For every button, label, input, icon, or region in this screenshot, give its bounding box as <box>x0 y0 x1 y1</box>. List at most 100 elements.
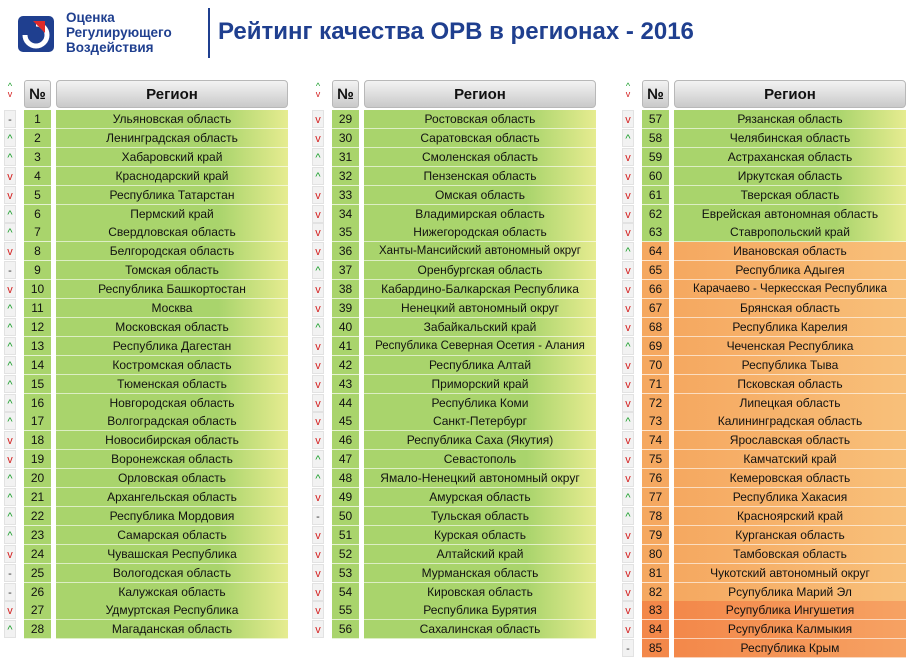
table-row: v 29 Ростовская область <box>312 110 596 129</box>
table-row: v 66 Карачаево - Черкесская Республика <box>622 280 906 300</box>
rank-number: 66 <box>642 280 669 300</box>
logo-text: Оценка Регулирующего Воздействия <box>66 10 172 55</box>
region-name: Ханты-Мансийский автономный округ <box>364 242 596 262</box>
table-row: v 44 Республика Коми <box>312 393 596 413</box>
table-row: ^ 21 Архангельская область <box>4 488 288 507</box>
rank-number: 26 <box>24 582 51 602</box>
rank-up-icon: ^ <box>312 317 324 336</box>
rank-number: 81 <box>642 563 669 583</box>
rank-up-icon: ^ <box>622 242 634 261</box>
rank-down-icon: v <box>312 374 324 393</box>
rank-down-icon: v <box>312 128 324 147</box>
rank-down-icon: v <box>622 450 634 469</box>
rank-down-icon: v <box>622 185 634 204</box>
region-name: Ростовская область <box>364 110 596 129</box>
table-row: v 49 Амурская область <box>312 488 596 507</box>
region-name: Приморский край <box>364 374 596 394</box>
region-name: Астраханская область <box>674 147 906 167</box>
rank-down-icon: v <box>312 563 324 582</box>
region-name: Республика Башкортостан <box>56 280 288 300</box>
rank-number: 27 <box>24 601 51 621</box>
table-row: v 30 Саратовская область <box>312 128 596 148</box>
region-name: Еврейская автономная область <box>674 204 906 224</box>
table-row: ^ 64 Ивановская область <box>622 242 906 262</box>
region-name: Новосибирская область <box>56 431 288 451</box>
rank-down-icon: v <box>312 336 324 355</box>
region-name: Чувашская Республика <box>56 544 288 564</box>
rank-number: 9 <box>24 261 51 281</box>
rank-number: 43 <box>332 374 359 394</box>
region-name: Саратовская область <box>364 128 596 148</box>
column-header-number: № <box>642 80 669 108</box>
region-name: Брянская область <box>674 299 906 318</box>
region-name: Калининградская область <box>674 412 906 432</box>
rank-number: 5 <box>24 185 51 205</box>
region-name: Калужская область <box>56 582 288 602</box>
rank-up-icon: ^ <box>4 374 16 393</box>
rank-number: 44 <box>332 393 359 413</box>
rank-up-icon: ^ <box>622 336 634 355</box>
region-name: Республика Дагестан <box>56 336 288 356</box>
table-row: ^ 73 Калининградская область <box>622 412 906 432</box>
rank-number: 24 <box>24 544 51 564</box>
rank-number: 45 <box>332 412 359 432</box>
rank-up-icon: ^ <box>622 506 634 525</box>
table-row: v 19 Воронежская область <box>4 450 288 470</box>
rank-number: 35 <box>332 223 359 243</box>
table-row: v 45 Санкт-Петербург <box>312 412 596 432</box>
rank-number: 29 <box>332 110 359 129</box>
region-name: Костромская область <box>56 355 288 375</box>
region-name: Архангельская область <box>56 488 288 507</box>
rank-same-icon: - <box>4 261 16 280</box>
rank-down-icon: v <box>622 299 634 317</box>
region-name: Хабаровский край <box>56 147 288 167</box>
table-row: v 38 Кабардино-Балкарская Республика <box>312 280 596 300</box>
rank-number: 63 <box>642 223 669 243</box>
logo-line-1: Оценка <box>66 10 115 25</box>
table-row: -50 Тульская область <box>312 506 596 526</box>
rank-down-icon: v <box>622 469 634 488</box>
rank-number: 41 <box>332 336 359 356</box>
region-name: Ивановская область <box>674 242 906 262</box>
region-name: Сахалинская область <box>364 620 596 640</box>
rank-number: 79 <box>642 525 669 545</box>
region-name: Севастополь <box>364 450 596 470</box>
region-name: Смоленская область <box>364 147 596 167</box>
rank-number: 28 <box>24 620 51 640</box>
table-row: v 5 Республика Татарстан <box>4 185 288 205</box>
table-row: ^ 77 Республика Хакасия <box>622 488 906 507</box>
rank-number: 80 <box>642 544 669 564</box>
rank-number: 11 <box>24 299 51 318</box>
table-row: ^ 17 Волгоградская область <box>4 412 288 432</box>
region-name: Республика Татарстан <box>56 185 288 205</box>
rank-down-icon: v <box>312 185 324 204</box>
rank-number: 31 <box>332 147 359 167</box>
region-name: Чеченская Республика <box>674 336 906 356</box>
header-divider <box>208 8 210 58</box>
rank-down-icon: v <box>622 393 634 412</box>
rank-number: 61 <box>642 185 669 205</box>
rank-number: 37 <box>332 261 359 281</box>
rank-down-icon: v <box>4 601 16 620</box>
rank-down-icon: v <box>312 223 324 242</box>
rank-number: 39 <box>332 299 359 318</box>
table-row: v 10 Республика Башкортостан <box>4 280 288 300</box>
table-row: ^ 14 Костромская область <box>4 355 288 375</box>
region-name: Республика Адыгея <box>674 261 906 281</box>
region-name: Республика Северная Осетия - Алания <box>364 336 596 356</box>
region-name: Курская область <box>364 525 596 545</box>
region-name: Республика Крым <box>674 639 906 659</box>
region-name: Ставропольский край <box>674 223 906 243</box>
region-name: Камчатский край <box>674 450 906 470</box>
rank-down-icon: v <box>4 544 16 563</box>
region-name: Рсупублика Ингушетия <box>674 601 906 621</box>
region-name: Псковская область <box>674 374 906 394</box>
rank-down-icon: v <box>312 544 324 563</box>
rank-number: 42 <box>332 355 359 375</box>
rank-number: 19 <box>24 450 51 470</box>
table-row: ^ 78 Красноярский край <box>622 506 906 526</box>
table-row: ^ 32 Пензенская область <box>312 166 596 186</box>
region-name: Удмуртская Республика <box>56 601 288 621</box>
table-row: ^ 28 Магаданская область <box>4 620 288 640</box>
region-name: Ненецкий автономный округ <box>364 299 596 318</box>
